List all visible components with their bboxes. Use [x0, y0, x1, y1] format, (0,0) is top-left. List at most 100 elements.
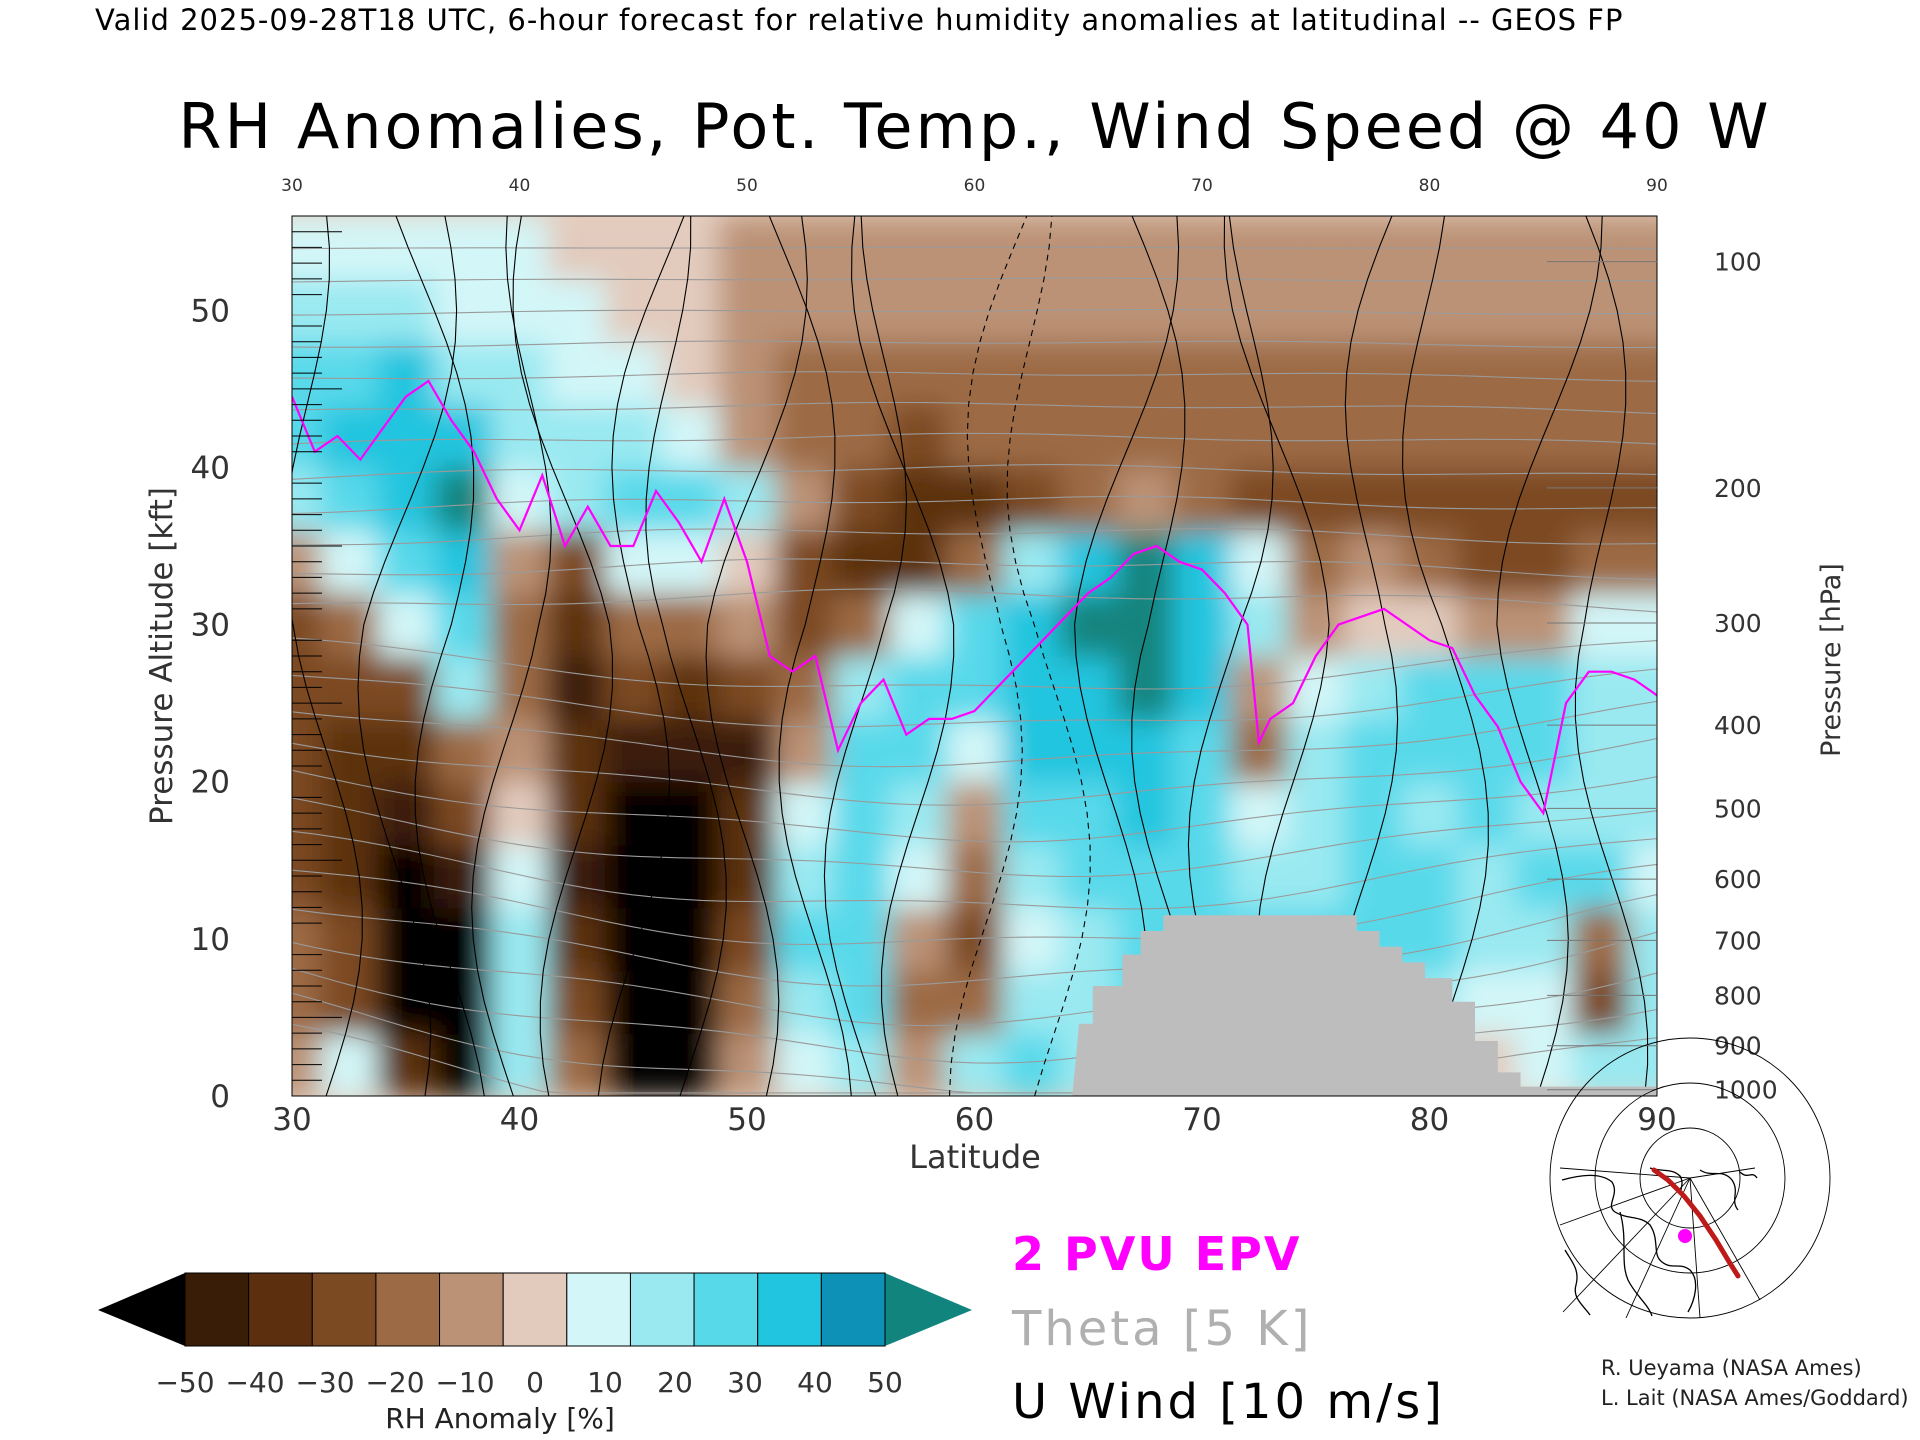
x-tick-label: 70	[1182, 1102, 1221, 1138]
rh-cell	[1401, 844, 1459, 909]
u-wind-contour	[395, 216, 485, 1096]
x-top-tick-label: 70	[1191, 176, 1213, 196]
rh-cell	[775, 341, 834, 406]
rh-cell	[889, 467, 948, 532]
chart-title: RH Anomalies, Pot. Temp., Wind Speed @ 4…	[178, 90, 1771, 163]
epv-2pvu-contour	[292, 379, 1657, 816]
rh-cell	[1457, 718, 1516, 783]
u-wind-contour	[597, 216, 685, 1096]
rh-cell	[604, 341, 663, 406]
theta-contour	[292, 769, 1657, 843]
rh-cell	[1401, 656, 1459, 720]
rh-cell	[320, 467, 379, 532]
rh-cell	[1571, 593, 1630, 657]
rh-cell	[946, 1033, 1004, 1096]
rh-cell	[718, 1033, 777, 1096]
rh-cell	[718, 844, 777, 909]
rh-cell	[1230, 593, 1289, 657]
rh-cell	[1457, 656, 1516, 720]
u-wind-contour	[823, 216, 908, 1096]
rh-cell	[1628, 970, 1657, 1035]
u-wind-contour	[1006, 216, 1091, 1096]
rh-cell	[377, 404, 436, 469]
colorbar-swatch	[184, 1272, 250, 1347]
colorbar-swatch	[248, 1272, 313, 1347]
rh-cell	[1457, 341, 1516, 406]
rh-cell	[1344, 718, 1403, 783]
x-tick-label: 50	[727, 1102, 766, 1138]
theta-contour	[292, 558, 1657, 580]
rh-cell	[1344, 781, 1403, 846]
colorbar-tick-label: −10	[435, 1366, 494, 1399]
colorbar-label: RH Anomaly [%]	[385, 1402, 615, 1435]
theta-contour	[292, 308, 1657, 316]
rh-cell	[1059, 907, 1118, 972]
rh-cell	[1059, 718, 1118, 783]
rh-cell	[1514, 467, 1573, 532]
plot-area	[291, 215, 1658, 1097]
colorbar-swatch	[693, 1272, 759, 1347]
rh-cell	[1628, 341, 1657, 406]
rh-cell	[320, 530, 379, 595]
rh-cell	[1514, 530, 1573, 595]
rh-cell	[1401, 530, 1459, 595]
rh-cell	[1628, 656, 1657, 720]
u-wind-contour	[705, 216, 808, 1096]
u-wind-contour	[512, 216, 613, 1096]
u-wind-contour	[768, 216, 852, 1096]
y-axis-left-tick-labels: 0 10 20 30 40 50	[191, 293, 230, 1115]
rh-cell	[320, 844, 379, 909]
colorbar-swatch	[820, 1272, 886, 1347]
rh-cell	[1116, 844, 1175, 909]
rh-cell	[1002, 1033, 1061, 1096]
colorbar-under-arrow	[98, 1273, 185, 1346]
rh-cell	[1628, 907, 1657, 972]
legend-theta: Theta [5 K]	[1011, 1301, 1313, 1357]
rh-cell	[377, 278, 436, 343]
rh-cell	[320, 404, 379, 469]
y-right-tick-label: 200	[1714, 474, 1762, 503]
inset-map	[1549, 1037, 1831, 1319]
rh-cell	[775, 593, 834, 657]
rh-cell	[1628, 718, 1657, 783]
rh-cell	[775, 530, 834, 595]
map-graticule	[1549, 1037, 1831, 1319]
rh-cell	[832, 530, 891, 595]
rh-cell	[946, 530, 1004, 595]
rh-cell	[1344, 404, 1403, 469]
rh-cell	[1628, 467, 1657, 532]
rh-cell	[1401, 467, 1459, 532]
rh-cell	[604, 593, 663, 657]
y-right-tick-label: 600	[1714, 865, 1762, 894]
theta-contour	[292, 340, 1657, 349]
rh-cell	[832, 844, 891, 909]
rh-cell	[1287, 656, 1346, 720]
rh-cell	[1116, 467, 1175, 532]
colorbar-tick-label: 0	[526, 1366, 544, 1399]
rh-cell	[547, 781, 606, 846]
colorbar-swatches	[184, 1272, 886, 1347]
theta-contour	[292, 371, 1657, 382]
colorbar-tick-label: 20	[657, 1366, 693, 1399]
rh-cell	[1344, 656, 1403, 720]
colorbar-swatch	[757, 1272, 822, 1347]
rh-cell	[1059, 341, 1118, 406]
rh-cell	[320, 278, 379, 343]
legend-epv: 2 PVU EPV	[1012, 1227, 1301, 1281]
x-tick-label: 30	[272, 1102, 311, 1138]
colorbar-tick-label: 10	[587, 1366, 623, 1399]
rh-cell	[547, 404, 606, 469]
rh-cell	[547, 907, 606, 972]
rh-cell	[1514, 844, 1573, 909]
rh-cell	[832, 718, 891, 783]
rh-cell	[320, 718, 379, 783]
rh-cell	[1571, 844, 1630, 909]
rh-cell	[491, 907, 549, 972]
rh-cell	[661, 593, 720, 657]
rh-cell	[604, 530, 663, 595]
x-axis-tick-labels: 30 40 50 60 70 80 90	[272, 1102, 1676, 1138]
rh-cell	[1059, 467, 1118, 532]
rh-cell	[491, 593, 549, 657]
rh-cell	[1571, 404, 1630, 469]
u-wind-contour	[948, 216, 1028, 1096]
